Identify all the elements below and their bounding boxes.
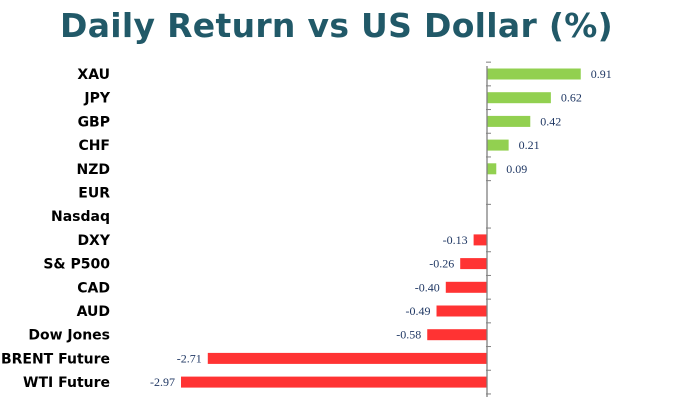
category-label: BRENT Future [1,351,110,367]
data-label: 0.62 [561,91,582,105]
category-label: S& P500 [43,257,110,273]
bar [436,305,487,317]
category-label: DXY [77,233,110,249]
data-label: 0.09 [506,162,527,176]
bar [181,376,487,388]
category-label: EUR [78,186,110,202]
category-label: CHF [78,138,110,154]
data-label: -2.71 [177,351,202,365]
bar [487,139,509,151]
data-label: -0.40 [415,280,440,294]
category-label: NZD [77,162,111,178]
bar [473,234,487,246]
category-label: Dow Jones [28,328,110,344]
bar [487,163,497,175]
bar [445,281,487,293]
data-label: -0.13 [443,233,468,247]
data-label: 0.21 [519,138,540,152]
chart-title: Daily Return vs US Dollar (%) [60,6,613,45]
category-label: CAD [77,280,110,296]
bar [460,258,487,270]
data-label: -0.49 [406,304,431,318]
bar [427,329,487,341]
category-label: Nasdaq [51,209,110,225]
data-label: -0.26 [429,257,454,271]
bar [207,352,487,364]
category-label: AUD [77,304,110,320]
bar [487,68,581,80]
category-label: XAU [77,67,110,83]
data-label: -0.58 [396,328,421,342]
data-label: 0.91 [591,67,612,81]
category-label: GBP [78,114,110,130]
data-label: -2.97 [150,375,175,389]
bar [487,115,531,127]
data-label: 0.42 [540,114,561,128]
category-label: JPY [83,91,110,107]
category-label: WTI Future [23,375,110,391]
bar [487,92,551,104]
